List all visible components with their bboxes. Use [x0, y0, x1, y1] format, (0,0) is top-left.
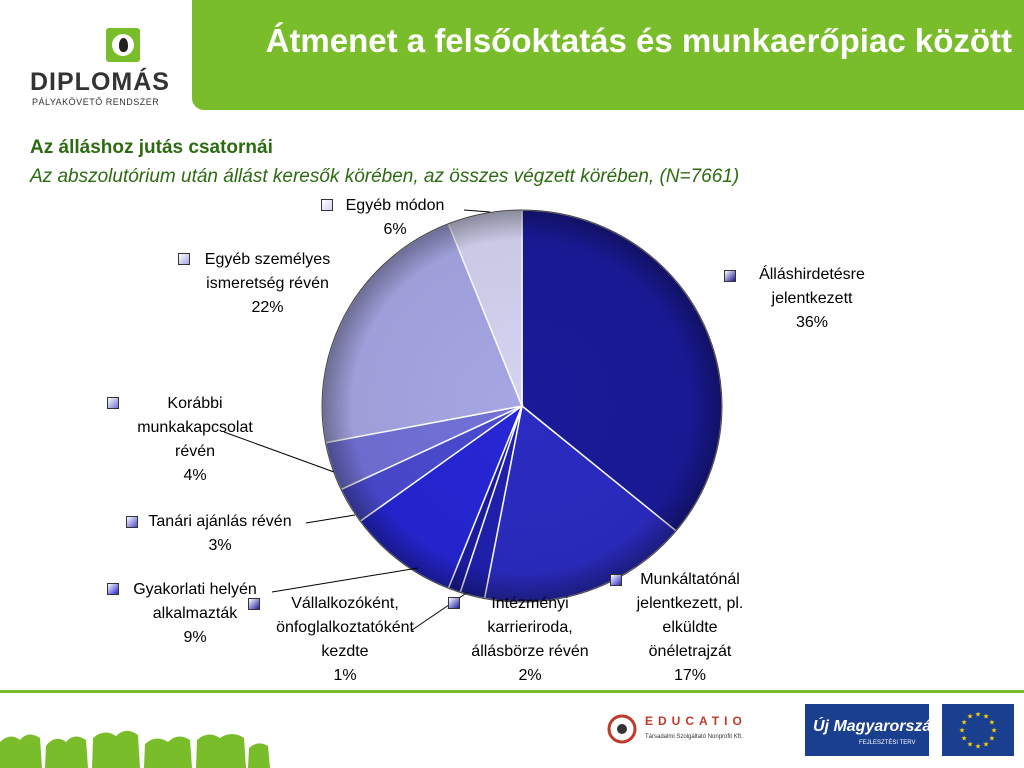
leader-line [305, 514, 356, 524]
slice-label-line: Egyéb módon [345, 197, 445, 214]
logo-subtitle: PÁLYAKÖVETŐ RENDSZER [32, 97, 160, 107]
slice-label-line: jelentkezett [771, 290, 853, 307]
eu-star-icon: ★ [967, 740, 973, 748]
umft-name: Új Magyarország [813, 718, 942, 735]
leader-line [223, 431, 335, 473]
eu-star-icon: ★ [959, 727, 965, 735]
legend-swatch [448, 597, 460, 609]
page-title: Átmenet a felsőoktatás és munkaerőpiac k… [265, 22, 1012, 59]
slice-label-line: Gyakorlati helyén [133, 581, 257, 598]
header-bar: Átmenet a felsőoktatás és munkaerőpiac k… [192, 0, 1024, 110]
chart-subtitle-detail: Az abszolutórium után állást keresők kör… [30, 166, 740, 187]
uj-magyarorszag-logo: Új Magyarország FEJLESZTÉSI TERV [805, 704, 941, 756]
umft-subtitle: FEJLESZTÉSI TERV [859, 740, 916, 746]
slice-percent-label: 17% [673, 667, 707, 684]
slice-percent-label: 3% [208, 537, 232, 554]
slice-label: Korábbi munkakapcsolat révén 4% [90, 392, 300, 488]
slice-label-line: Vállalkozóként, [291, 595, 399, 612]
slice-percent-label: 9% [183, 629, 207, 646]
eu-star-icon: ★ [961, 719, 967, 727]
eu-star-icon: ★ [961, 735, 967, 743]
slice-label-line: Álláshirdetésre [759, 266, 865, 283]
slice-percent-label: 2% [518, 667, 542, 684]
slice-percent-label: 22% [251, 299, 284, 316]
slice-label: Vállalkozóként, önfoglalkoztatóként kezdte… [250, 592, 440, 688]
slice-label: Gyakorlati helyén alkalmazták 9% [100, 578, 290, 650]
slice-label: Intézményi karrieriroda, állásbörze révén 2… [455, 592, 605, 688]
eu-star-icon: ★ [991, 727, 997, 735]
slice-label-line: révén [174, 443, 216, 460]
trees-decoration-icon [0, 730, 270, 768]
eu-star-icon: ★ [989, 735, 995, 743]
logo-mark-icon [106, 28, 140, 62]
eu-star-icon: ★ [975, 743, 981, 751]
legend-swatch [107, 397, 119, 409]
slice-label-line: ismeretség révén [206, 275, 329, 292]
diplomas-logo: DIPLOMÁS PÁLYAKÖVETŐ RENDSZER [30, 28, 180, 108]
slice-label-line: önfoglalkoztatóként [276, 619, 414, 636]
eu-star-icon: ★ [975, 711, 981, 719]
leader-line [463, 209, 491, 213]
slice-label: Munkáltatónál jelentkezett, pl. elküldte ön… [600, 568, 780, 688]
legend-swatch [107, 583, 119, 595]
slice-label-line: állásbörze révén [471, 643, 589, 660]
slice-label-line: karrieriroda, [487, 619, 573, 636]
slice-label: Egyéb személyes ismeretség révén 22% [175, 248, 360, 320]
slice-label-line: Egyéb személyes [204, 251, 331, 268]
leader-line [271, 567, 419, 593]
slice-percent-label: 1% [333, 667, 357, 684]
logo-word: DIPLOMÁS [30, 68, 170, 96]
pie-shading [321, 209, 723, 603]
slice-label-line: jelentkezett, pl. [636, 595, 744, 612]
slice-label-line: Intézményi [491, 595, 569, 612]
chart-subtitle-main: Az álláshoz jutás csatornái [30, 137, 273, 158]
legend-swatch [178, 253, 190, 265]
legend-swatch [126, 516, 138, 528]
slice-percent-label: 36% [795, 314, 829, 331]
educatio-name: EDUCATIO [645, 714, 747, 728]
slice-label: Álláshirdetésre jelentkezett 36% [722, 263, 902, 335]
legend-swatch [610, 574, 622, 586]
eu-star-icon: ★ [967, 713, 973, 721]
legend-swatch [724, 270, 736, 282]
legend-swatch [248, 598, 260, 610]
eu-star-icon: ★ [989, 719, 995, 727]
slice-label: Tanári ajánlás révén 3% [120, 510, 320, 558]
eu-star-icon: ★ [983, 740, 989, 748]
slice-label-line: Korábbi [167, 395, 223, 412]
educatio-subtitle: Társadalmi Szolgáltató Nonprofit Kft. [645, 734, 743, 740]
slice-label: Egyéb módon 6% [315, 194, 475, 242]
educatio-logo: EDUCATIO Társadalmi Szolgáltató Nonprofi… [605, 708, 775, 748]
slice-label-line: önéletrajzát [648, 643, 732, 660]
eu-flag-icon: ★ ★★★★★★★★★★★ [942, 704, 1014, 756]
slice-label-line: elküldte [662, 619, 718, 636]
slice-percent-label: 6% [383, 221, 407, 238]
slice-label-line: Munkáltatónál [640, 571, 740, 588]
slice-percent-label: 4% [183, 467, 207, 484]
footer-divider [0, 690, 1024, 693]
slice-label-line: munkakapcsolat [137, 419, 253, 436]
eu-star-icon: ★ [983, 713, 989, 721]
educatio-emblem-icon [607, 714, 637, 744]
legend-swatch [321, 199, 333, 211]
slice-label-line: Tanári ajánlás révén [148, 513, 292, 530]
slice-label-line: kezdte [321, 643, 369, 660]
slice-label-line: alkalmazták [152, 605, 238, 622]
